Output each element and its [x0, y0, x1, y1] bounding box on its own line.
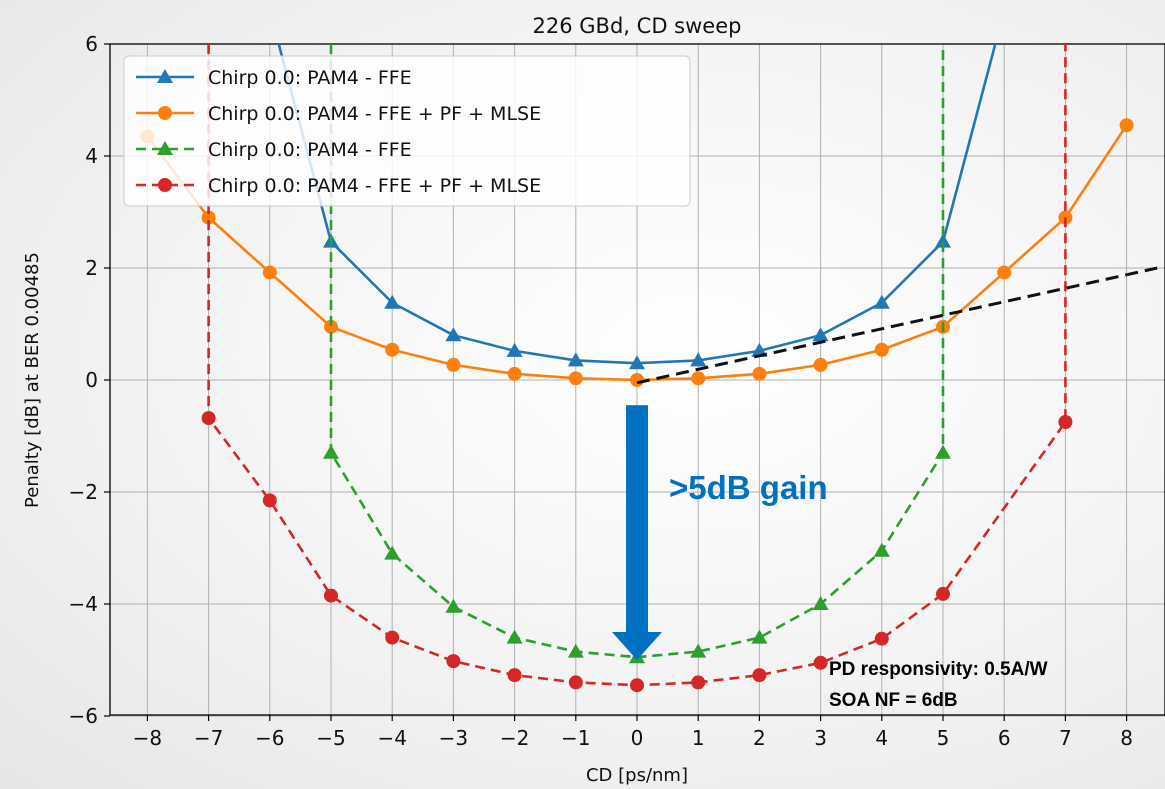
legend-label-1: Chirp 0.0: PAM4 - FFE	[208, 67, 412, 89]
series-3-point	[873, 542, 890, 557]
series-3-point	[384, 545, 401, 560]
gain-arrow-head	[612, 632, 662, 660]
series-1-point	[873, 294, 890, 309]
y-axis-label: Penalty [dB] at BER 0.00485	[22, 252, 43, 508]
series-1-point	[935, 233, 951, 248]
series-4-point	[446, 654, 461, 669]
series-2-point	[385, 342, 400, 357]
series-2-point	[568, 371, 583, 386]
x-tick-label: −3	[439, 726, 468, 750]
x-tick-label: −1	[561, 726, 590, 750]
x-axis-label: CD [ps/nm]	[586, 765, 688, 786]
x-tick-label: 6	[998, 726, 1011, 750]
series-4-point	[936, 586, 950, 601]
chart-title: 226 GBd, CD sweep	[533, 14, 742, 38]
series-3-point	[567, 643, 584, 658]
series-2-point	[201, 210, 216, 225]
legend-label-4: Chirp 0.0: PAM4 - FFE + PF + MLSE	[208, 175, 541, 197]
series-1	[277, 44, 997, 370]
series-4	[201, 44, 1073, 693]
series-2	[140, 118, 1134, 387]
x-tick-label: −2	[500, 726, 529, 750]
series-3-point	[445, 598, 462, 613]
x-tick-label: 0	[631, 726, 644, 750]
x-tick-label: 2	[753, 726, 766, 750]
y-tick-label: 2	[85, 256, 98, 280]
series-2-point	[630, 373, 644, 387]
series-2-point	[446, 357, 461, 372]
x-tick-label: 8	[1120, 726, 1133, 750]
series-4-line	[207, 44, 1067, 687]
series-1-point	[384, 294, 401, 309]
series-1-point	[690, 352, 707, 367]
series-3-point	[323, 444, 339, 459]
legend-box	[123, 55, 691, 207]
series-4-point	[324, 588, 338, 603]
series-3-point	[751, 629, 768, 644]
x-tick-label: −7	[194, 726, 223, 750]
x-tick-label: −5	[316, 726, 345, 750]
series-4-point	[385, 630, 400, 645]
gain-label: >5dB gain	[669, 469, 828, 506]
legend-label-3: Chirp 0.0: PAM4 - FFE	[208, 139, 412, 161]
series-4-point	[691, 675, 706, 690]
y-tick-label: −6	[69, 704, 98, 728]
series-2-point	[1119, 118, 1134, 133]
series-1-point	[812, 327, 829, 342]
series-2-point	[262, 265, 277, 280]
x-tick-label: −8	[133, 726, 162, 750]
x-tick-label: 1	[692, 726, 705, 750]
y-tick-label: −2	[69, 480, 98, 504]
annotation-layer	[636, 266, 1158, 385]
gain-arrow-shaft	[626, 405, 648, 632]
legend-label-2: Chirp 0.0: PAM4 - FFE + PF + MLSE	[208, 103, 541, 125]
series-4-point	[1058, 415, 1073, 429]
legend: Chirp 0.0: PAM4 - FFE Chirp 0.0: PAM4 - F…	[123, 55, 691, 207]
series-1-point	[506, 342, 523, 357]
series-2-point	[874, 342, 889, 357]
series-4-point	[752, 668, 767, 683]
series-1-point	[445, 327, 462, 342]
gain-arrow	[612, 405, 662, 660]
series-4-point	[813, 655, 828, 670]
series-4-point	[507, 668, 522, 683]
y-tick-label: 4	[85, 144, 98, 168]
series-2-point	[752, 366, 767, 381]
y-tick-label: −4	[69, 592, 98, 616]
legend-marker-4	[158, 178, 172, 192]
series-4-point	[630, 678, 644, 693]
series-3-point	[506, 629, 523, 644]
series-3-point	[935, 444, 951, 459]
pd-responsivity-note: PD responsivity: 0.5A/W	[829, 659, 1048, 680]
series-2-point	[691, 371, 706, 386]
series-2-point	[324, 319, 338, 334]
series-4-point	[874, 631, 889, 646]
y-tick-label: 0	[85, 368, 98, 392]
x-tick-label: 3	[814, 726, 827, 750]
x-tick-label: 5	[937, 726, 950, 750]
series-3-point	[812, 596, 829, 610]
legend-marker-2	[158, 106, 172, 120]
series-2-point	[507, 366, 522, 381]
axis-ticks: −8 −7 −6 −5 −4 −3 −2 −1 0 1 2 3 4 5 6 7 8 −6 −4 −2 0 2 4 6	[69, 32, 1133, 750]
reference-dashed-line	[636, 266, 1158, 385]
x-tick-label: −6	[255, 726, 284, 750]
series-4-point	[201, 411, 216, 426]
x-tick-label: 4	[875, 726, 888, 750]
series-2-point	[813, 357, 828, 372]
y-tick-label: 6	[85, 32, 98, 56]
legend-marker-1	[157, 69, 173, 83]
series-4-point	[568, 675, 583, 690]
soa-nf-note: SOA NF = 6dB	[829, 690, 958, 711]
series-2-point	[997, 265, 1012, 280]
series-3-point	[690, 643, 707, 658]
x-tick-label: −4	[377, 726, 406, 750]
series-4-point	[262, 493, 277, 508]
x-tick-label: 7	[1059, 726, 1072, 750]
series-1-point	[567, 352, 584, 367]
series-1-point	[629, 355, 645, 370]
legend-marker-3	[157, 141, 173, 155]
